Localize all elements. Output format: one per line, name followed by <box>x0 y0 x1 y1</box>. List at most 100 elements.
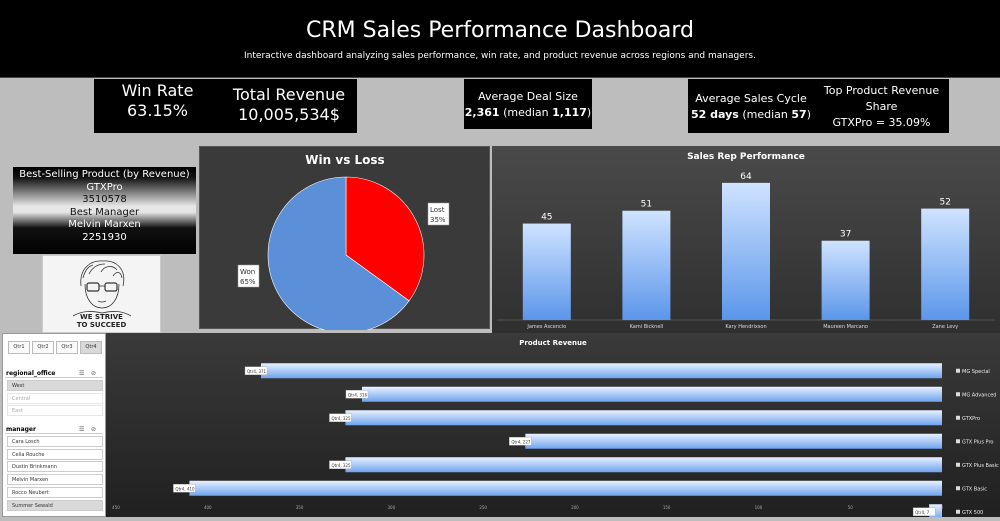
product-revenue-chart: Product Revenue Qtr4, 371 MG Special Qtr4,… <box>106 333 1000 520</box>
manager-item-celia-rouche[interactable]: Celia Rouche <box>7 448 103 460</box>
office-item-central[interactable]: Central <box>7 392 103 404</box>
product-revenue-tick-label: 0 <box>941 505 944 510</box>
manager-item-melvin-marxen[interactable]: Melvin Marxen <box>7 474 103 486</box>
sales-rep-category-label: Zane Levy <box>932 324 958 330</box>
product-legend-marker <box>956 415 960 420</box>
multi-select-icon[interactable]: ☰ <box>79 426 85 433</box>
product-revenue-bar-mg-advanced[interactable] <box>361 386 942 402</box>
pie-data-label-won: Won <box>240 268 255 276</box>
office-item-west[interactable]: West <box>7 380 103 391</box>
pie-data-label-won: 65% <box>240 278 256 286</box>
sales-rep-bar-svg: Sales Rep Performance 45 James Ascencio 51… <box>497 152 995 330</box>
manager-item-summer-sewald[interactable]: Summer Sewald <box>7 499 103 511</box>
sales-rep-bar-kary-hendrixson[interactable] <box>722 182 770 320</box>
product-legend-marker <box>956 462 960 467</box>
product-revenue-tick-label: 50 <box>848 505 854 510</box>
kpi-avg-cycle-value-line: 52 days (median 57) <box>688 107 814 123</box>
kpi-top-product-label-1: Top Product Revenue <box>823 84 940 97</box>
product-revenue-bar-mg-special[interactable] <box>261 363 942 379</box>
manager-item-rocco-neubert[interactable]: Rocco Neubert <box>7 486 103 498</box>
quarter-button-qtr2[interactable]: Qtr2 <box>32 341 54 354</box>
best-manager-label: Best Manager <box>69 206 140 218</box>
product-revenue-bar-gtx-plus-pro[interactable] <box>525 433 942 449</box>
quarter-button-qtr3[interactable]: Qtr3 <box>56 341 78 354</box>
best-product-name: GTXPro <box>86 181 123 193</box>
sales-rep-value-label: 52 <box>939 198 950 208</box>
sales-rep-category-label: Kary Hendrixson <box>725 324 766 330</box>
kpi-avg-sales-cycle: Average Sales Cycle 52 days (median 57) <box>688 79 814 133</box>
kpi-total-revenue-label: Total Revenue <box>232 85 346 104</box>
pie-label-box-won <box>237 264 260 288</box>
product-revenue-bar-gtx-plus-basic[interactable] <box>345 457 942 473</box>
manager-slicer-title: manager <box>6 426 36 433</box>
product-revenue-data-label: Qtr4, 316 <box>348 392 368 397</box>
kpi-win-rate-label: Win Rate <box>121 81 194 100</box>
kpi-top-product-label-2: Share <box>865 100 898 113</box>
product-revenue-label-box <box>509 437 532 446</box>
sales-rep-title: Sales Rep Performance <box>687 152 805 162</box>
product-category-label: GTX Plus Pro <box>962 439 993 445</box>
product-category-label: GTX 500 <box>962 510 983 516</box>
page-subtitle: Interactive dashboard analyzing sales pe… <box>244 51 756 61</box>
sales-rep-bar-maureen-marcano[interactable] <box>821 240 870 320</box>
product-revenue-label-box <box>173 484 196 493</box>
sales-rep-value-label: 45 <box>541 213 552 223</box>
kpi-avg-deal-value: 2,361 <box>464 106 500 119</box>
pie-slice-lost[interactable] <box>345 176 425 302</box>
best-product-label: Best-Selling Product (by Revenue) <box>19 169 190 180</box>
product-revenue-data-label: Qtr4, 325 <box>331 416 351 421</box>
clear-filter-icon[interactable]: ⊘ <box>91 370 97 377</box>
sales-rep-value-label: 51 <box>641 200 652 210</box>
product-revenue-data-label: Qtr4, 371 <box>247 369 267 374</box>
product-revenue-tick-label: 100 <box>755 505 763 510</box>
filter-slicer-panel: Qtr1 Qtr2 Qtr3 Qtr4 regional_office ☰ ⊘ Wes… <box>2 333 106 517</box>
product-legend-marker <box>956 509 960 514</box>
pie-slice-won[interactable] <box>267 176 410 334</box>
multi-select-icon[interactable]: ☰ <box>79 370 85 377</box>
manager-item-cara-losch[interactable]: Cara Losch <box>7 436 103 447</box>
manager-item-dustin-brinkmann[interactable]: Dustin Brinkmann <box>7 461 103 473</box>
product-revenue-bar-gtx-basic[interactable] <box>189 480 942 496</box>
sales-rep-value-label: 64 <box>740 172 752 182</box>
sales-rep-chart: Sales Rep Performance 45 James Ascencio 51… <box>492 146 1000 333</box>
product-revenue-tick-label: 200 <box>571 505 579 510</box>
quarter-button-qtr1[interactable]: Qtr1 <box>8 341 30 354</box>
product-category-label: GTX Plus Basic <box>962 463 999 469</box>
product-revenue-tick-label: 250 <box>479 505 487 510</box>
product-legend-marker <box>956 486 960 491</box>
office-item-east[interactable]: East <box>7 405 103 416</box>
best-manager-value: 2251930 <box>82 231 127 243</box>
product-revenue-data-label: Qtr4, 325 <box>331 463 351 468</box>
pie-label-box-lost <box>427 202 450 226</box>
product-revenue-label-box <box>329 413 352 422</box>
kpi-total-revenue: Total Revenue 10,005,534$ <box>221 79 357 133</box>
product-revenue-bar-gtxpro[interactable] <box>345 410 942 426</box>
product-legend-marker <box>956 392 960 397</box>
clear-filter-icon[interactable]: ⊘ <box>91 426 97 433</box>
sales-rep-bar-zane-levy[interactable] <box>921 208 970 320</box>
kpi-avg-cycle-label: Average Sales Cycle <box>695 92 807 105</box>
kpi-avg-cycle-median: 57 <box>791 108 807 121</box>
quarter-button-qtr4[interactable]: Qtr4 <box>80 341 102 354</box>
sales-rep-bar-kami-bicknell[interactable] <box>622 210 671 320</box>
kpi-avg-cycle-median-close: ) <box>806 108 811 121</box>
avatar-caption: WE STRIVE TO SUCCEED <box>43 313 160 329</box>
product-revenue-tick-label: 350 <box>296 505 304 510</box>
product-revenue-tick-label: 450 <box>112 505 120 510</box>
sales-rep-value-label: 37 <box>840 230 851 240</box>
header-bar <box>0 0 1000 78</box>
pie-data-label-lost: 35% <box>430 216 446 224</box>
product-revenue-label-box <box>244 366 268 375</box>
best-manager-name: Melvin Marxen <box>68 219 141 230</box>
product-category-label: MG Advanced <box>962 392 996 398</box>
product-revenue-label-box <box>345 390 369 399</box>
regional-office-slicer-title: regional_office <box>6 370 56 377</box>
kpi-avg-cycle-value: 52 days <box>691 108 739 121</box>
product-revenue-data-label: Qtr4, 410 <box>175 486 195 491</box>
pie-data-label-lost: Lost <box>430 206 445 214</box>
sales-rep-bar-james-ascencio[interactable] <box>522 223 571 320</box>
product-revenue-tick-label: 300 <box>388 505 396 510</box>
win-loss-chart: Win vs Loss Lost 35% Won 65% <box>199 146 490 334</box>
avatar <box>72 260 132 317</box>
kpi-total-revenue-value: 10,005,534$ <box>238 105 340 124</box>
